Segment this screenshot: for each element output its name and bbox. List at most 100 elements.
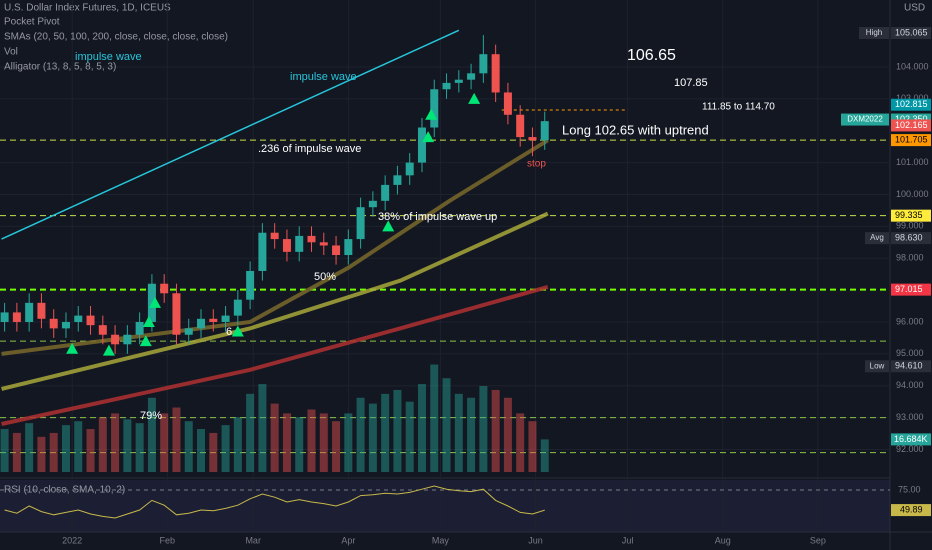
x-tick-label: May [432, 535, 450, 545]
volume-bar [184, 421, 193, 472]
annotation: .236 of impulse wave [258, 143, 361, 155]
sma-line [1, 284, 549, 426]
candle-body [332, 245, 341, 256]
candle-body [233, 299, 242, 316]
x-tick-label: 2022 [62, 535, 82, 545]
price-badge [891, 209, 931, 222]
price-tag-badge [859, 26, 889, 39]
pivot-marker [142, 315, 155, 327]
volume-bar [491, 389, 500, 472]
candle-body [295, 235, 304, 252]
volume-bar [528, 421, 537, 472]
x-tick-label: Aug [715, 535, 731, 545]
candle-body [356, 207, 365, 240]
candle-body [491, 54, 500, 93]
candle-body [528, 137, 537, 141]
legend-item: Vol [4, 47, 18, 58]
price-tag-badge [865, 232, 889, 245]
candle-body [344, 239, 353, 256]
y-tick-label: 93.000 [896, 412, 924, 422]
candle-body [430, 89, 439, 128]
pivot-marker [102, 344, 115, 356]
candle-body [442, 82, 451, 90]
annotation: 6 [226, 326, 232, 338]
volume-bar [258, 384, 267, 472]
candle-body [381, 184, 390, 201]
candle-body [307, 235, 316, 243]
pivot-marker [231, 325, 244, 337]
sma-line [1, 138, 549, 356]
price-label: 102.350 [895, 114, 928, 124]
price-label: 102.815 [895, 99, 928, 109]
volume-bar [86, 429, 95, 472]
candle-body [37, 302, 46, 319]
price-badge [891, 232, 931, 245]
volume-bar [221, 425, 230, 472]
rsi-tick-label: 75.00 [898, 484, 921, 494]
volume-bar [282, 413, 291, 472]
volume-bar [393, 389, 402, 472]
annotation: impulse wave [290, 71, 357, 83]
candle-body [135, 321, 144, 335]
price-tag: Low [870, 361, 885, 370]
volume-label: 16.684K [894, 434, 928, 444]
candle-body [61, 321, 70, 329]
price-tag: DXM2022 [847, 115, 883, 124]
legend-item: impulse wave [75, 51, 142, 63]
annotation: 107.85 [674, 77, 708, 89]
legend-item: Pocket Pivot [4, 17, 60, 28]
x-tick-label: Jun [528, 535, 543, 545]
candle-body [98, 325, 107, 335]
volume-bar [479, 386, 488, 472]
annotation: Long 102.65 with uptrend [562, 122, 709, 137]
sma-line [1, 211, 549, 391]
plot: Pocket Pivot SMAs (20, 50, 100, 200, clos… [0, 17, 931, 545]
pivot-marker [382, 220, 395, 232]
price-label: 102.165 [895, 120, 928, 130]
volume-bar [246, 393, 255, 472]
volume-bar [61, 425, 70, 472]
volume-bar [49, 432, 58, 472]
volume-bar [381, 393, 390, 472]
y-tick-label: 95.000 [896, 348, 924, 358]
volume-bar [147, 397, 156, 472]
volume-bar [74, 421, 83, 472]
price-badge [891, 26, 931, 39]
y-tick-label: 98.000 [896, 253, 924, 263]
x-tick-label: Mar [245, 535, 261, 545]
candle-body [479, 54, 488, 74]
y-tick-label: 99.000 [896, 221, 924, 231]
volume-bar [37, 436, 46, 472]
pivot-marker [148, 296, 161, 308]
candle-body [319, 242, 328, 246]
candle-body [172, 293, 181, 335]
volume-bar [332, 421, 341, 472]
candle-body [503, 92, 512, 115]
volume-bar [540, 439, 549, 472]
volume-bar [368, 403, 377, 472]
candle-body [282, 239, 291, 252]
volume-bar [270, 403, 279, 472]
price-label: 98.630 [895, 233, 923, 243]
y-tick-label: 94.000 [896, 380, 924, 390]
price-tag-badge [841, 113, 889, 126]
candle-body [86, 315, 95, 326]
candle-body [12, 312, 21, 322]
volume-bar [454, 393, 463, 472]
y-tick-label: 103.000 [896, 93, 929, 103]
volume-bar [0, 429, 9, 472]
price-badge [891, 119, 931, 132]
volume-bar [12, 432, 21, 472]
volume-bar [160, 413, 169, 472]
pivot-marker [139, 335, 152, 347]
volume-bar [135, 423, 144, 472]
price-badge [891, 134, 931, 147]
volume-bar [516, 413, 525, 472]
candle-body [209, 318, 218, 322]
annotation: 50% [314, 271, 336, 283]
pivot-marker [425, 108, 438, 120]
legend-item: Alligator (13, 8, 5, 8, 5, 3) [4, 62, 116, 73]
rsi-line [4, 485, 545, 519]
candle-body [270, 232, 279, 240]
